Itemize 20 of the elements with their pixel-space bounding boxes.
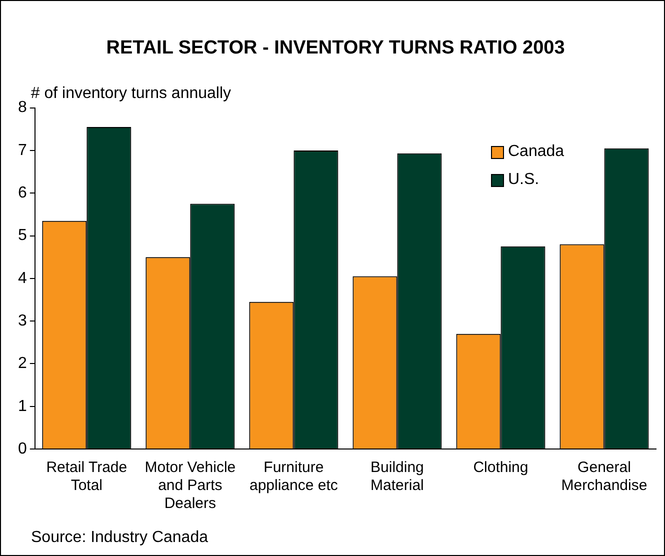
chart-title: RETAIL SECTOR - INVENTORY TURNS RATIO 2003 <box>106 38 565 59</box>
legend-label: Canada <box>508 143 564 161</box>
y-tick-label: 0 <box>18 440 27 458</box>
x-tick-label: General Merchandise <box>561 459 648 494</box>
y-tick-label: 3 <box>18 312 27 330</box>
y-tick-label: 5 <box>18 227 27 244</box>
y-tick-label: 7 <box>18 142 27 159</box>
y-tick-label: 8 <box>18 99 27 116</box>
y-tick-label: 2 <box>18 355 27 372</box>
y-axis-title: # of inventory turns annually <box>30 85 232 102</box>
x-tick-label: Motor Vehicle and Parts Dealers <box>144 459 236 512</box>
y-tick-label: 1 <box>18 398 27 415</box>
x-tick-label: Furniture appliance etc <box>249 459 338 494</box>
x-tick-label: Retail Trade Total <box>46 459 128 494</box>
x-tick-label: Clothing <box>473 459 528 476</box>
y-tick-label: 6 <box>18 184 27 202</box>
source-note: Source: Industry Canada <box>31 529 208 547</box>
x-tick-label: Building Material <box>370 459 424 494</box>
y-tick-label: 4 <box>18 270 27 287</box>
legend-label: U.S. <box>508 171 540 189</box>
